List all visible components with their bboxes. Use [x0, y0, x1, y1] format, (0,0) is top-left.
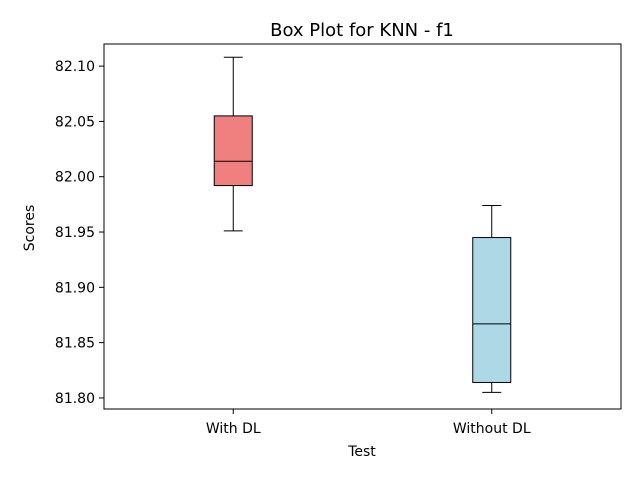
y-tick-label: 81.95	[55, 225, 95, 241]
x-tick-label: Without DL	[453, 421, 531, 437]
y-tick-label: 82.10	[55, 59, 95, 75]
y-tick-label: 81.90	[55, 280, 95, 296]
box-group-1	[472, 204, 512, 393]
plot-area	[103, 43, 622, 410]
y-axis-label: Scores	[22, 205, 38, 252]
y-tick-label: 82.05	[55, 114, 95, 130]
x-tick-label: With DL	[206, 421, 261, 437]
x-axis-label: Test	[347, 444, 376, 460]
y-tick-label: 82.00	[55, 170, 95, 186]
plot-frame	[103, 43, 622, 410]
iqr-box	[472, 237, 512, 383]
box-group-0	[213, 56, 253, 232]
iqr-box	[213, 115, 253, 187]
y-axis: 81.80 81.85 81.90 81.95 82.00 82.05 82.10	[55, 59, 104, 407]
x-axis: With DL Without DL	[206, 409, 531, 437]
y-tick-label: 81.85	[55, 336, 95, 352]
chart-title: Box Plot for KNN - f1	[270, 20, 454, 41]
y-tick-label: 81.80	[55, 391, 95, 407]
